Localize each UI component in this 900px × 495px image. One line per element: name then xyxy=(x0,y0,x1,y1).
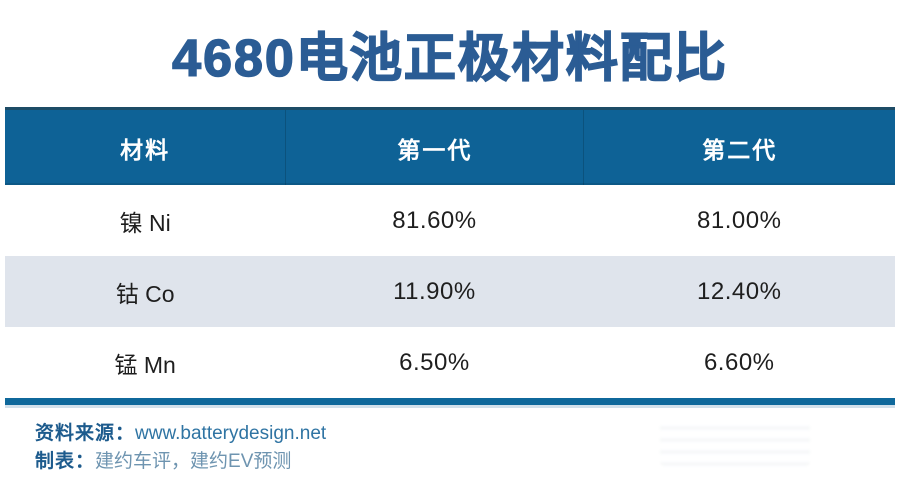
column-header-material: 材料 xyxy=(120,136,171,163)
material-cell: 锰 Mn xyxy=(114,351,176,378)
gen2-value-cell: 12.40% xyxy=(697,277,782,305)
table-row-cobalt: 钴 Co 11.90% 12.40% xyxy=(5,256,895,327)
credit-value: 建约车评，建约EV预测 xyxy=(95,451,292,472)
table-row-manganese: 锰 Mn 6.50% 6.60% xyxy=(5,327,895,398)
source-label: 资料来源： xyxy=(35,423,136,444)
material-cell: 钴 Co xyxy=(115,280,175,307)
column-header-gen1: 第一代 xyxy=(285,110,583,185)
credit-line: 制表：建约车评，建约EV预测 xyxy=(35,448,326,476)
footer: 资料来源：www.batterydesign.net 制表：建约车评，建约EV预… xyxy=(35,420,326,476)
gen1-value-cell: 11.90% xyxy=(393,277,476,305)
watermark xyxy=(660,418,810,466)
source-line: 资料来源：www.batterydesign.net xyxy=(35,420,326,448)
table-row-nickel: 镍 Ni 81.60% 81.00% xyxy=(5,185,895,256)
gen1-value-cell: 6.50% xyxy=(399,348,470,376)
table-bottom-accent-bar xyxy=(5,398,895,405)
page-title: 4680电池正极材料配比 xyxy=(171,29,728,89)
gen2-value-cell: 6.60% xyxy=(703,348,775,376)
gen1-value-cell: 81.60% xyxy=(392,206,477,234)
table-header-row: 材料 第一代 第二代 xyxy=(5,107,895,185)
gen2-value-cell: 81.00% xyxy=(697,206,782,234)
materials-table: 材料 第一代 第二代 镍 Ni 81.60% 81.00% 钴 Co 11.90… xyxy=(5,107,895,405)
material-cell: 镍 Ni xyxy=(119,209,171,236)
source-url: www.batterydesign.net xyxy=(135,423,327,444)
column-header-gen2: 第二代 xyxy=(583,110,895,185)
credit-label: 制表： xyxy=(35,451,96,472)
